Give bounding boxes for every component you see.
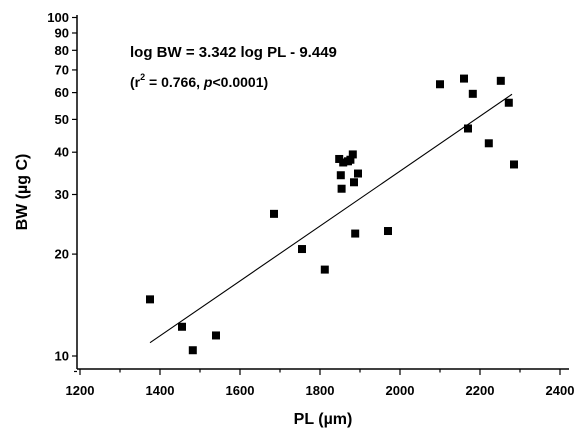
data-point [337,184,346,193]
data-point [384,227,392,236]
stats-close: <0.0001) [212,74,268,90]
data-point [336,171,345,180]
data-point [146,295,154,304]
data-point [178,322,186,331]
y-axis-title: BW (µg C) [14,154,31,231]
data-point [504,98,513,107]
x-tick-label: 2400 [546,383,575,398]
data-points [146,74,518,355]
x-axis-title: PL (µm) [294,411,353,428]
regression-line [149,93,513,344]
data-point [339,158,348,167]
y-tick-label: 30 [55,187,69,202]
y-tick-label: 50 [55,112,69,127]
data-point [350,178,358,187]
stats-p: p [203,74,213,90]
fit-line-group [149,93,513,344]
data-point [351,229,360,238]
regression-stats: (r2 = 0.766, p<0.0001) [130,72,268,90]
data-point [460,74,468,83]
y-tick-label: 70 [55,62,69,77]
y-tick-label: 80 [55,43,69,58]
data-point [484,139,493,148]
data-point [348,150,357,159]
data-point [468,89,477,98]
y-tick-label: 20 [55,247,69,262]
data-point [354,169,362,178]
stats-open: (r [130,74,141,90]
data-point [346,155,355,164]
x-tick-label: 1800 [306,383,335,398]
data-point [496,76,505,85]
data-point [212,331,220,340]
data-point [320,265,329,274]
stats-mid: = 0.766, [145,74,204,90]
x-tick-label: 2000 [386,383,415,398]
data-point [464,124,472,133]
x-tick-label: 2200 [466,383,495,398]
data-point [270,209,278,218]
x-tick-label: 1600 [226,383,255,398]
axes [76,15,569,370]
stats-superscript: 2 [140,72,145,82]
x-tick-label: 1200 [66,383,95,398]
regression-equation: log BW = 3.342 log PL - 9.449 [130,44,337,61]
y-tick-label: 100 [47,10,69,25]
x-tick-label: 1400 [146,383,175,398]
data-point [188,346,197,355]
y-tick-label: 90 [55,25,69,40]
data-point [298,245,306,254]
y-tick-label: 60 [55,85,69,100]
x-ticks: 1200 1400 1600 1800 2000 2200 2400 [66,369,575,398]
data-point [436,80,444,89]
data-point [510,160,518,169]
y-tick-label: 10 [55,349,69,364]
y-tick-label: 40 [55,145,69,160]
